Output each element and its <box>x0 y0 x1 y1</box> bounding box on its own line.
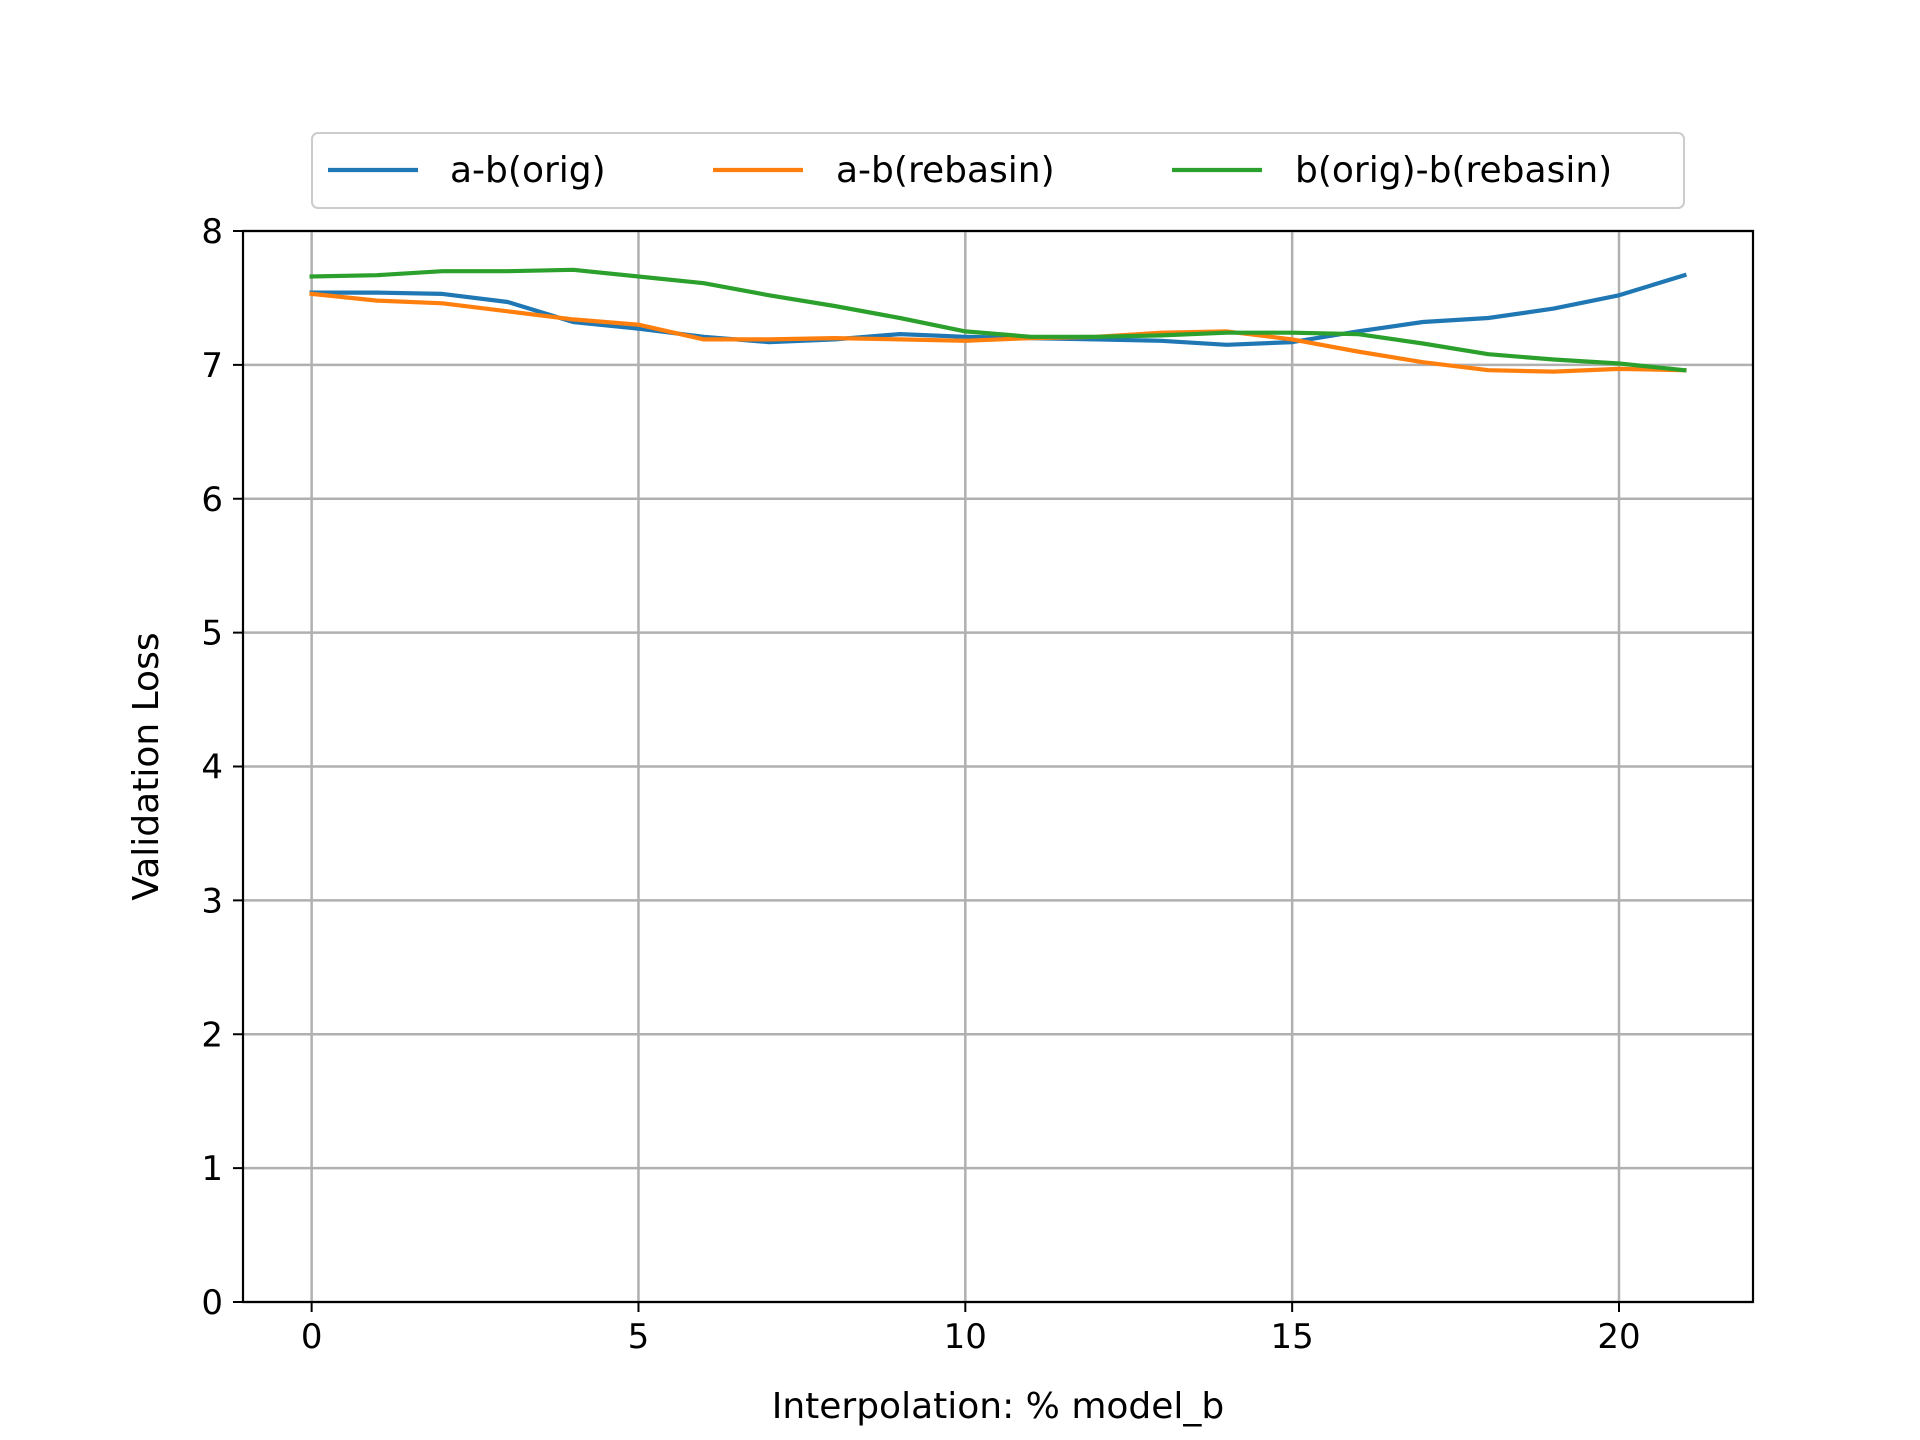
legend-label-0: a-b(orig) <box>450 150 606 191</box>
series-line-1 <box>309 291 1687 374</box>
x-tick-label: 0 <box>301 1317 323 1357</box>
y-tick-label: 3 <box>201 881 223 921</box>
y-tick-label: 0 <box>201 1283 223 1323</box>
y-tick-label: 4 <box>201 748 223 788</box>
series-lines <box>309 267 1688 374</box>
x-tick-label: 5 <box>628 1317 650 1357</box>
x-tick-label: 10 <box>944 1317 987 1357</box>
x-tick-label: 20 <box>1597 1317 1640 1357</box>
y-tick-label: 7 <box>201 346 223 386</box>
legend-box <box>311 132 1685 209</box>
legend-label-1: a-b(rebasin) <box>836 150 1055 191</box>
y-axis: 0 1 2 3 4 5 6 7 8 <box>201 212 243 1323</box>
x-axis-label: Interpolation: % model_b <box>772 1386 1225 1427</box>
legend: a-b(orig) a-b(rebasin) b(orig)-b(rebasin) <box>311 132 1685 209</box>
y-tick-label: 5 <box>201 614 223 654</box>
x-tick-label: 15 <box>1271 1317 1314 1357</box>
x-axis: 0 5 10 15 20 <box>301 1302 1641 1357</box>
legend-label-2: b(orig)-b(rebasin) <box>1295 150 1612 191</box>
y-tick-label: 6 <box>201 480 223 520</box>
y-tick-label: 1 <box>201 1149 223 1189</box>
y-tick-label: 2 <box>201 1015 223 1055</box>
y-tick-label: 8 <box>201 212 223 252</box>
series-line-2 <box>309 267 1687 373</box>
y-axis-label: Validation Loss <box>126 632 167 900</box>
